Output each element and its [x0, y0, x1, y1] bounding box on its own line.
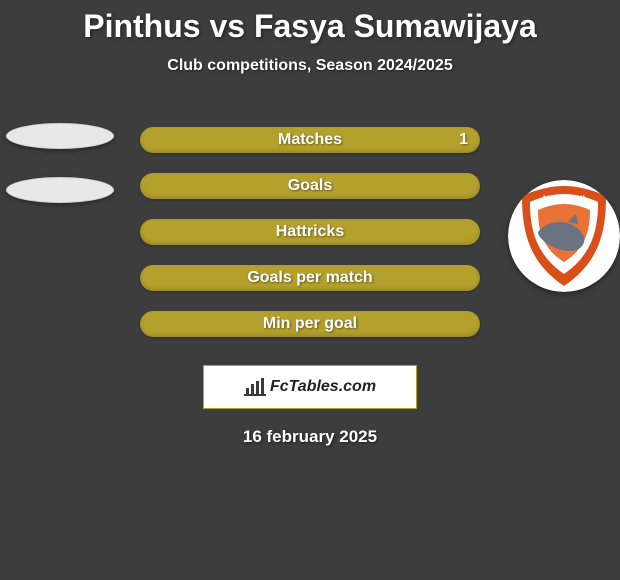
brand-box: FcTables.com — [203, 365, 417, 409]
metric-label: Goals per match — [140, 269, 480, 287]
club-logo-text: USAMANI — [543, 194, 585, 204]
metric-bar: Min per goal — [140, 311, 480, 337]
metric-label: Hattricks — [140, 223, 480, 241]
club-shield-icon: USAMANI — [508, 180, 620, 292]
brand-label: FcTables.com — [270, 378, 376, 396]
left-player-badge — [6, 123, 114, 149]
metric-bar: Goals — [140, 173, 480, 199]
metric-label: Matches — [140, 131, 480, 149]
page-subtitle: Club competitions, Season 2024/2025 — [0, 57, 620, 75]
date-label: 16 february 2025 — [0, 427, 620, 447]
page-title: Pinthus vs Fasya Sumawijaya — [0, 8, 620, 45]
metric-row: Min per goal — [0, 301, 620, 347]
metric-label: Goals — [140, 177, 480, 195]
right-club-logo: USAMANI — [508, 180, 620, 292]
bar-chart-icon — [244, 378, 266, 396]
metric-bar: Goals per match — [140, 265, 480, 291]
metric-bar: Matches 1 — [140, 127, 480, 153]
left-player-badge — [6, 177, 114, 203]
metric-label: Min per goal — [140, 315, 480, 333]
metric-bar: Hattricks — [140, 219, 480, 245]
metric-value-right: 1 — [459, 131, 468, 149]
